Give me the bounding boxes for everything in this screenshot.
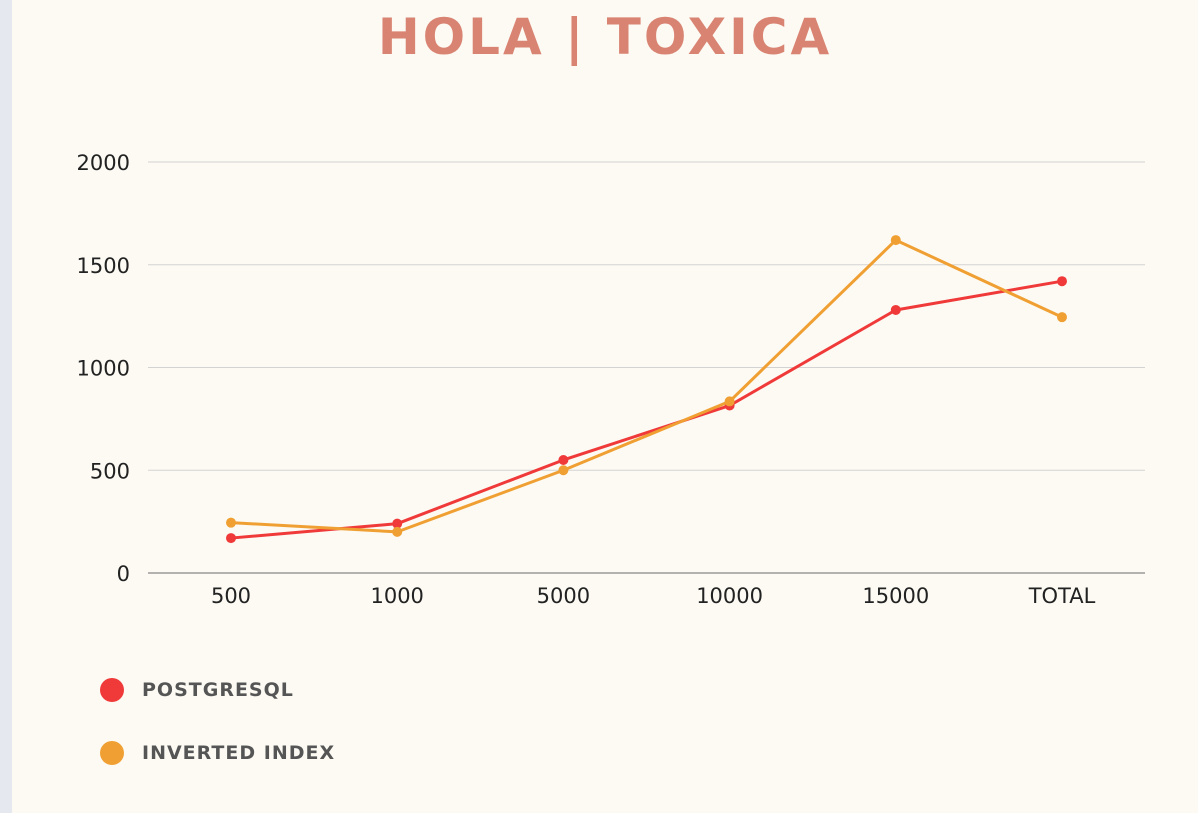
series-line-0 — [229, 279, 1064, 540]
data-point — [1057, 312, 1067, 323]
chart-card — [12, 0, 1198, 813]
x-tick-label: 10000 — [696, 584, 763, 608]
data-point — [558, 454, 569, 465]
data-point — [226, 533, 236, 544]
x-tick-label: TOTAL — [1028, 584, 1096, 608]
chart-title: HOLA | TOXICA — [377, 8, 833, 66]
legend-label-inverted-index: INVERTED INDEX — [142, 742, 336, 764]
data-point — [724, 396, 735, 407]
data-point — [890, 235, 901, 246]
legend-swatch-postgresql — [100, 678, 124, 702]
data-point — [226, 517, 236, 528]
y-tick-label: 500 — [90, 459, 130, 483]
data-point — [392, 526, 403, 537]
data-point — [558, 465, 569, 476]
y-tick-label: 2000 — [77, 151, 130, 175]
y-tick-label: 1000 — [77, 357, 130, 381]
legend-item-inverted-index: INVERTED INDEX — [100, 738, 335, 768]
y-tick-label: 1500 — [77, 254, 130, 278]
y-tick-label: 0 — [117, 562, 130, 586]
legend-label-postgresql: POSTGRESQL — [142, 679, 294, 701]
data-point — [890, 304, 901, 315]
series-line-1 — [229, 238, 1064, 534]
x-tick-label: 1000 — [370, 584, 423, 608]
x-tick-label: 500 — [211, 584, 251, 608]
x-tick-label: 5000 — [537, 584, 590, 608]
data-point — [392, 518, 403, 529]
legend-item-postgresql: POSTGRESQL — [100, 675, 294, 705]
legend-swatch-inverted-index — [100, 741, 124, 765]
x-tick-label: 15000 — [862, 584, 929, 608]
data-point — [1057, 276, 1067, 287]
